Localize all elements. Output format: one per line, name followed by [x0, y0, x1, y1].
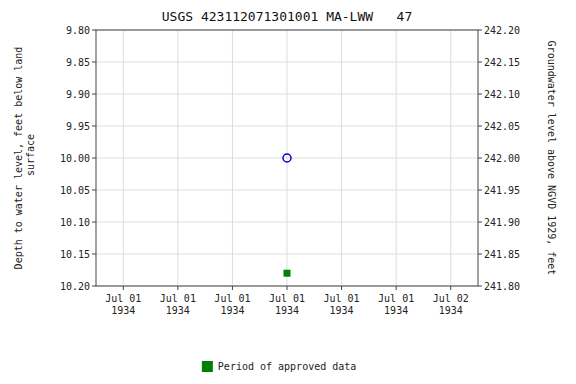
tick-label: 242.00 — [484, 153, 520, 164]
tick — [92, 94, 96, 95]
y-axis: 9.80 9.85 9.90 9.95 10.00 10.05 10.10 10.15 10.2… — [60, 25, 96, 292]
tick — [478, 30, 482, 31]
tick-label: Jul 011934 — [214, 293, 250, 316]
tick-label: 241.95 — [484, 185, 520, 196]
grid-line — [123, 30, 124, 286]
tick-label-line: 1934 — [384, 305, 408, 316]
tick-label: Jul 011934 — [378, 293, 414, 316]
tick — [478, 94, 482, 95]
tick-label-line: Jul 01 — [214, 293, 250, 304]
tick-label: Jul 021934 — [433, 293, 469, 316]
tick-label: 242.05 — [484, 121, 520, 132]
tick — [478, 190, 482, 191]
marks — [283, 154, 291, 277]
tick — [92, 158, 96, 159]
plot-frame — [96, 30, 478, 286]
grid-line — [450, 30, 451, 286]
tick-label: 241.85 — [484, 249, 520, 260]
tick-label: 10.10 — [60, 217, 90, 228]
axis-label-line: surface — [25, 134, 36, 182]
tick-label: 242.20 — [484, 25, 520, 36]
tick-label: 241.90 — [484, 217, 520, 228]
tick — [92, 222, 96, 223]
tick — [341, 286, 342, 290]
tick — [478, 62, 482, 63]
grid-line — [287, 30, 288, 286]
legend-swatch — [202, 361, 213, 372]
grid-line — [177, 30, 178, 286]
tick-label: Jul 011934 — [105, 293, 141, 316]
tick — [92, 286, 96, 287]
tick-label: Jul 011934 — [269, 293, 305, 316]
tick-label: 9.90 — [66, 89, 90, 100]
tick — [478, 222, 482, 223]
tick-label: Jul 011934 — [160, 293, 196, 316]
tick-label-line: Jul 01 — [324, 293, 360, 304]
tick-label-line: 1934 — [330, 305, 354, 316]
tick-label-line: Jul 01 — [160, 293, 196, 304]
tick — [177, 286, 178, 290]
tick — [123, 286, 124, 290]
tick-label: 241.80 — [484, 281, 520, 292]
tick-label-line: Jul 01 — [378, 293, 414, 304]
tick — [92, 30, 96, 31]
tick — [92, 126, 96, 127]
tick-label: 10.15 — [60, 249, 90, 260]
grid — [96, 30, 478, 286]
y2-axis: 241.80 241.85 241.90 241.95 242.00 242.05 242.… — [478, 25, 520, 292]
grid-line — [341, 30, 342, 286]
tick-label: 10.20 — [60, 281, 90, 292]
x-axis: Jul 011934Jul 011934Jul 011934Jul 011934… — [105, 286, 469, 316]
tick — [92, 254, 96, 255]
tick-label: 9.95 — [66, 121, 90, 132]
tick — [478, 126, 482, 127]
tick — [232, 286, 233, 290]
tick-label-line: 1934 — [166, 305, 190, 316]
chart: 9.80 9.85 9.90 9.95 10.00 10.05 10.10 10.15 10.2… — [0, 0, 576, 384]
tick-label-line: Jul 01 — [269, 293, 305, 304]
legend-label: Period of approved data — [218, 361, 356, 372]
tick-label: 9.85 — [66, 57, 90, 68]
tick-label: 10.00 — [60, 153, 90, 164]
tick-label: 242.15 — [484, 57, 520, 68]
tick — [478, 286, 482, 287]
tick — [450, 286, 451, 290]
tick — [92, 62, 96, 63]
tick-label-line: 1934 — [220, 305, 244, 316]
grid-line — [396, 30, 397, 286]
tick — [396, 286, 397, 290]
tick — [478, 254, 482, 255]
tick-label: Jul 011934 — [324, 293, 360, 316]
tick-label: 242.10 — [484, 89, 520, 100]
title: USGS 423112071301001 MA-LWW 47 — [162, 9, 412, 24]
y-axis-label: Depth to water level, feet below land su… — [13, 47, 36, 270]
y2-axis-label: Groundwater level above NGVD 1929, feet — [546, 41, 557, 276]
tick — [478, 158, 482, 159]
axis-label-line: Depth to water level, feet below land — [13, 47, 24, 270]
grid-line — [232, 30, 233, 286]
point — [284, 270, 291, 277]
tick-label-line: 1934 — [275, 305, 299, 316]
point — [283, 154, 291, 162]
tick-label-line: 1934 — [111, 305, 135, 316]
legend: Period of approved data — [202, 361, 356, 372]
tick-label: 9.80 — [66, 25, 90, 36]
tick — [92, 190, 96, 191]
tick-label: 10.05 — [60, 185, 90, 196]
tick-label-line: 1934 — [439, 305, 463, 316]
tick-label-line: Jul 02 — [433, 293, 469, 304]
tick-label-line: Jul 01 — [105, 293, 141, 304]
tick — [287, 286, 288, 290]
